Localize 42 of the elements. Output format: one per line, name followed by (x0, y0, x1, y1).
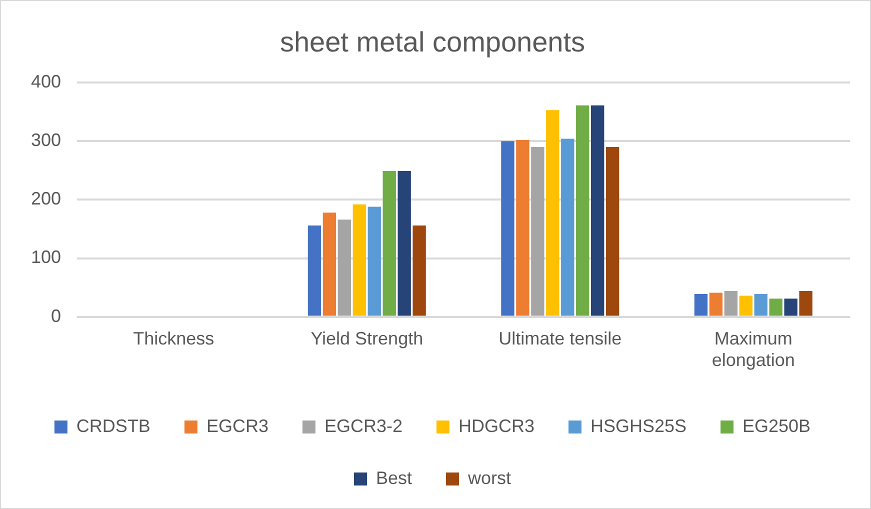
bar (590, 105, 604, 316)
bar (338, 220, 352, 316)
x-tick-label: Ultimate tensile (498, 328, 622, 349)
bar (606, 147, 620, 316)
legend-label: Best (376, 468, 412, 488)
bar (501, 141, 514, 316)
legend-label: EG250B (742, 416, 811, 436)
y-tick-label: 0 (51, 306, 62, 326)
bar (382, 171, 396, 316)
y-tick-label: 100 (30, 247, 62, 268)
chart-title: sheet metal components (280, 26, 586, 58)
bar (724, 291, 738, 316)
legend-label: worst (467, 468, 512, 488)
bar (784, 298, 798, 316)
legend-label: HDGCR3 (458, 416, 534, 436)
y-tick-label: 300 (30, 130, 62, 150)
legend-label: EGCR3-2 (324, 416, 402, 436)
bar (694, 294, 708, 316)
legend-label: HSGHS25S (590, 416, 687, 436)
x-tick-label: Maximum elongation (712, 328, 795, 370)
bar (561, 138, 574, 316)
bar (398, 171, 411, 316)
bar (368, 206, 381, 316)
bar (576, 105, 590, 316)
bar (352, 204, 366, 316)
bar (412, 225, 426, 316)
legend-label: CRDSTB (76, 416, 150, 436)
bar (308, 225, 322, 316)
y-tick-label: 400 (30, 72, 62, 92)
y-tick-label: 200 (30, 188, 62, 209)
bar (739, 296, 752, 316)
bar (709, 292, 723, 316)
x-tick-label: Yield Strength (310, 328, 424, 349)
bar (322, 212, 336, 316)
x-tick-label: Thickness (133, 328, 214, 349)
legend-label: EGCR3 (206, 416, 268, 436)
bar (516, 140, 530, 316)
bar (546, 110, 560, 316)
bar (531, 147, 544, 316)
bar (799, 291, 812, 316)
bar (769, 298, 782, 316)
bar (754, 294, 768, 316)
